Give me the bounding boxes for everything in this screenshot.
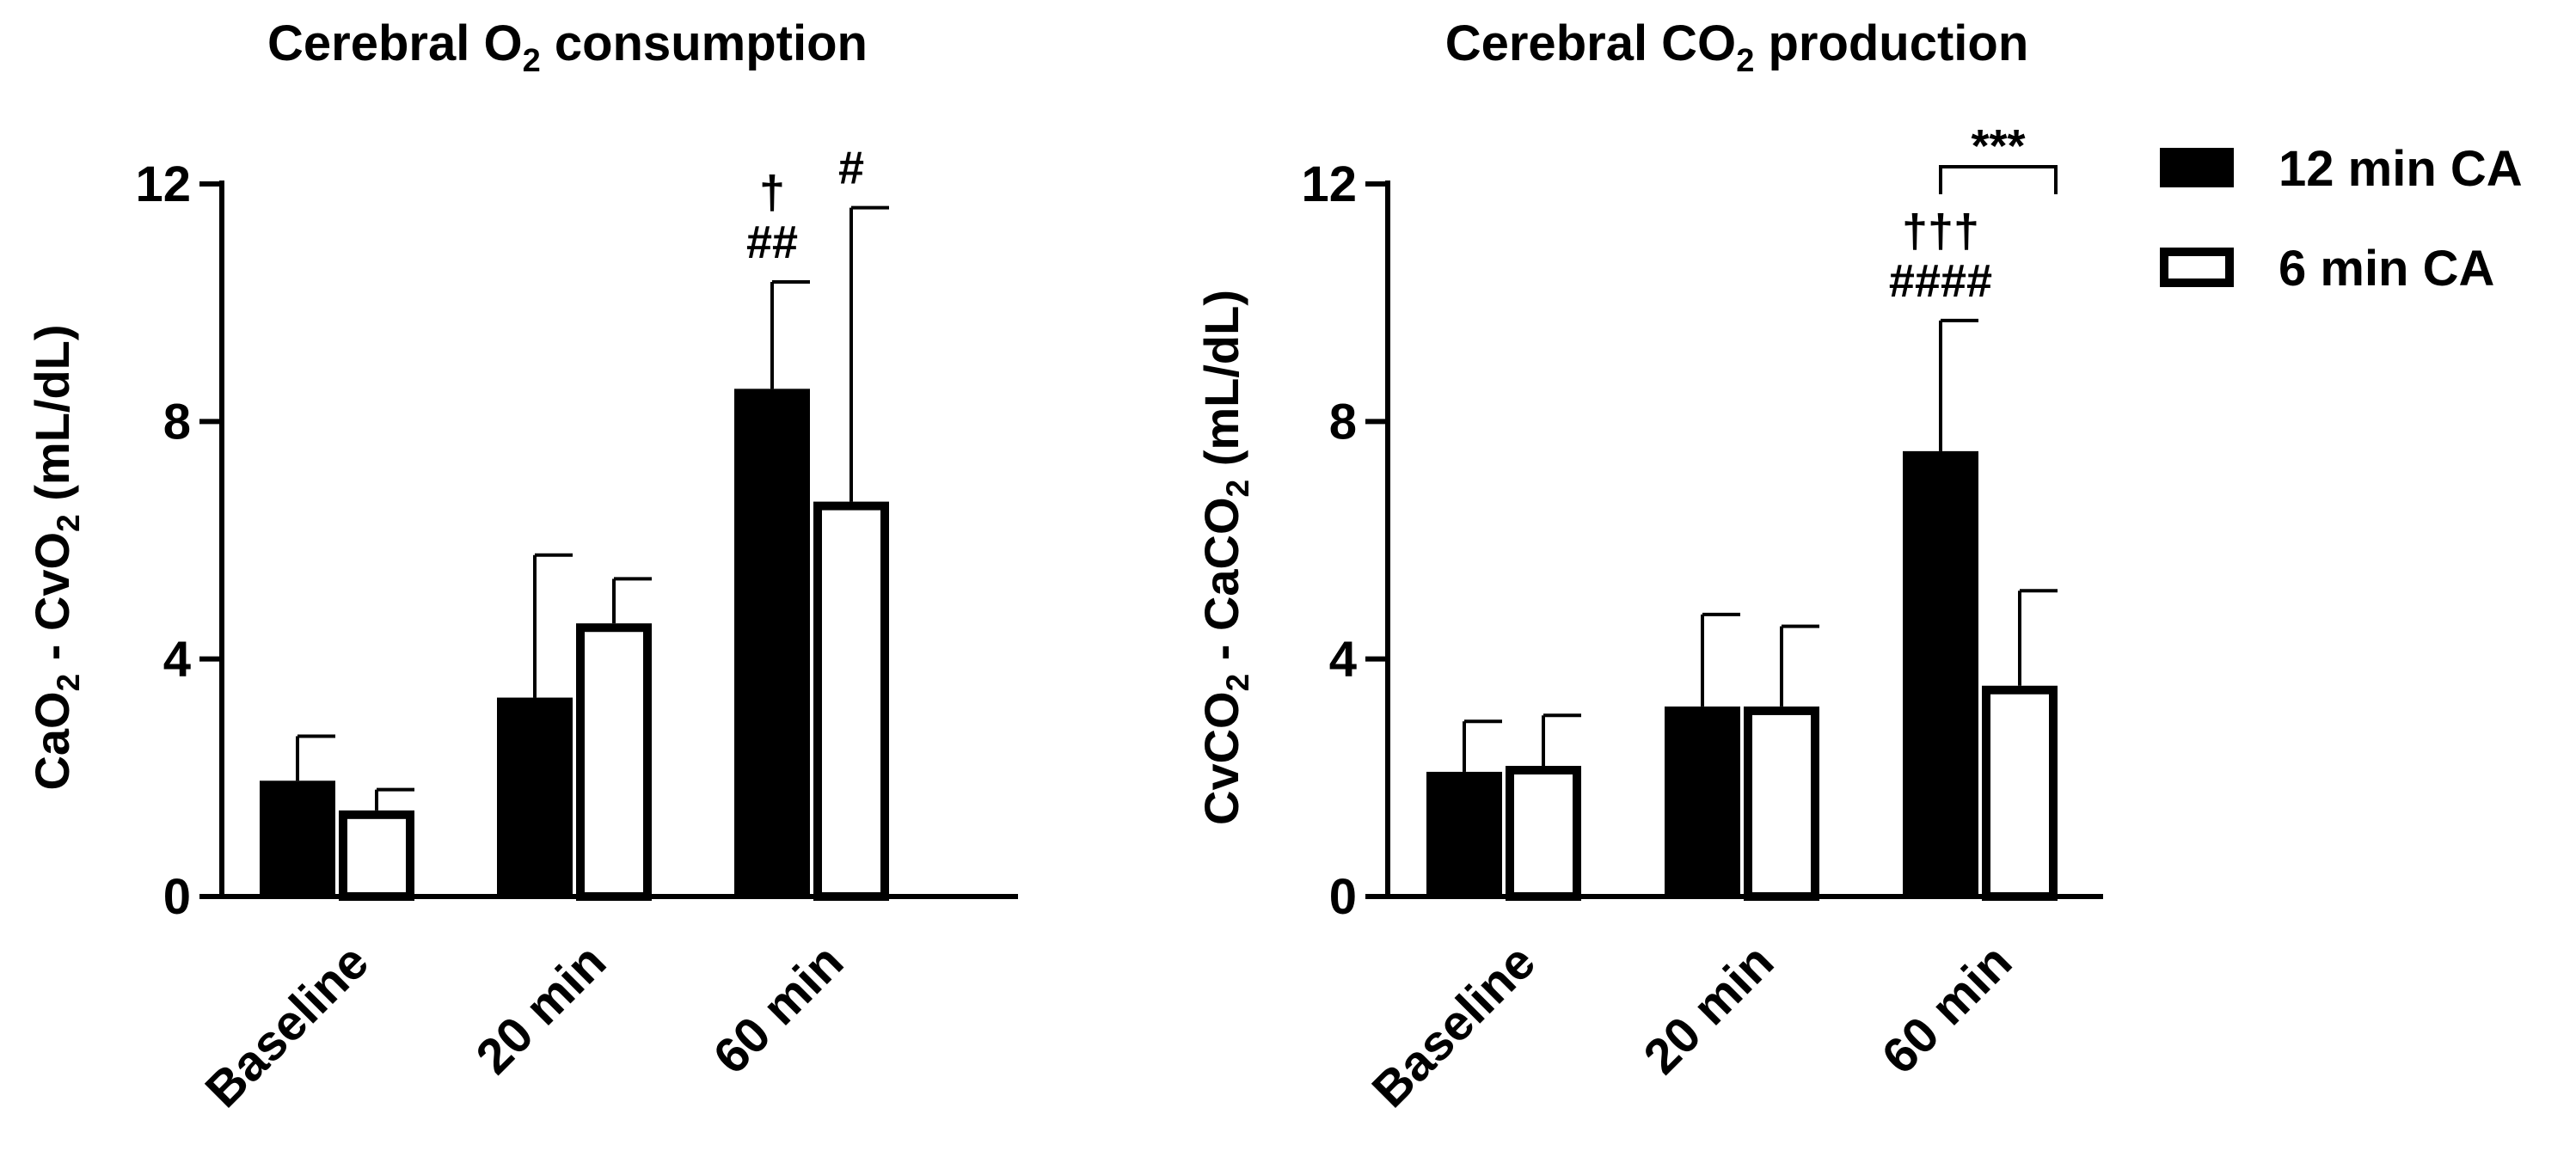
bar-6-min-ca bbox=[1982, 685, 2058, 901]
bar-12-min-ca bbox=[734, 389, 810, 897]
y-tick-label: 0 bbox=[1329, 869, 1357, 925]
y-tick-label: 4 bbox=[1329, 632, 1357, 688]
chart-title: Cerebral CO2​ production bbox=[1445, 15, 2029, 79]
x-tick-label: Baseline bbox=[195, 933, 380, 1118]
x-tick-label: 60 min bbox=[1871, 933, 2022, 1085]
y-tick-label: 8 bbox=[1329, 394, 1357, 450]
y-tick-label: 12 bbox=[1301, 156, 1357, 212]
bar-6-min-ca bbox=[576, 623, 652, 901]
x-tick-label: Baseline bbox=[1362, 933, 1547, 1118]
y-axis-label: CaO2​ - CvO2​ (mL/dL) bbox=[25, 324, 86, 790]
bar-12-min-ca bbox=[1903, 450, 1978, 897]
bar-12-min-ca bbox=[1426, 771, 1502, 897]
bar-12-min-ca bbox=[1665, 706, 1740, 897]
y-tick-label: 0 bbox=[163, 869, 191, 925]
bar-6-min-ca bbox=[813, 501, 889, 901]
legend-label: 12 min CA bbox=[2279, 141, 2523, 197]
y-tick-label: 12 bbox=[135, 156, 191, 212]
y-tick-label: 4 bbox=[163, 632, 191, 688]
x-tick-label: 20 min bbox=[1633, 933, 1784, 1085]
significance-annotation: #### bbox=[1889, 255, 1992, 307]
bar-6-min-ca bbox=[1506, 766, 1581, 901]
significance-annotation: ## bbox=[746, 217, 798, 268]
bar-6-min-ca bbox=[339, 810, 414, 901]
chart-o2-consumption: Cerebral O2​ consumption CaO2​ - CvO2​ (m… bbox=[25, 15, 1018, 1118]
bar-12-min-ca bbox=[497, 697, 573, 897]
x-tick-label: 60 min bbox=[702, 933, 854, 1085]
chart-co2-production: Cerebral CO2​ production CvCO2​ - CaCO2​ … bbox=[1194, 15, 2103, 1118]
comparison-bracket bbox=[1939, 165, 2058, 194]
significance-annotation: ††† bbox=[1902, 205, 1979, 257]
legend-swatch bbox=[2160, 248, 2234, 287]
y-axis-label: CvCO2​ - CaCO2​ (mL/dL) bbox=[1194, 290, 1255, 825]
legend: 12 min CA 6 min CA bbox=[2160, 141, 2523, 297]
y-tick-label: 8 bbox=[163, 394, 191, 450]
significance-annotation: † bbox=[759, 167, 785, 218]
significance-annotation: # bbox=[838, 143, 864, 194]
bar-12-min-ca bbox=[260, 780, 335, 897]
legend-swatch bbox=[2160, 148, 2234, 187]
chart-title: Cerebral O2​ consumption bbox=[267, 15, 868, 79]
bar-6-min-ca bbox=[1744, 706, 1819, 902]
bracket-label: *** bbox=[1971, 120, 2025, 172]
legend-label: 6 min CA bbox=[2279, 241, 2494, 297]
x-tick-label: 20 min bbox=[465, 933, 616, 1085]
